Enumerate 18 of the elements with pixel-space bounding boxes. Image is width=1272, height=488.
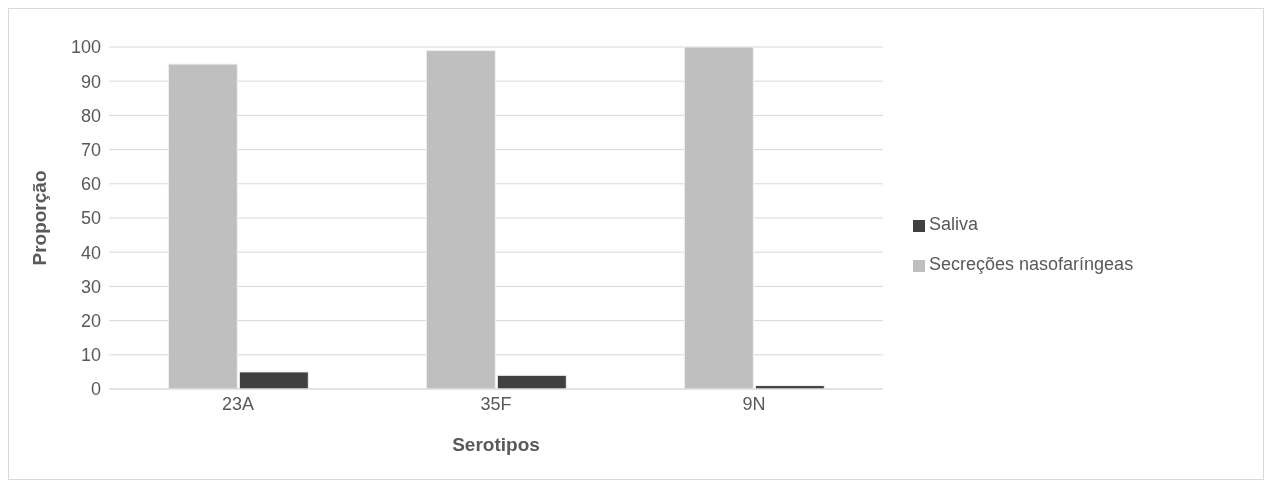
legend-label: Secreções nasofaríngeas xyxy=(929,254,1134,274)
y-tick-label: 80 xyxy=(80,105,101,126)
y-axis-title: Proporção xyxy=(28,170,50,266)
legend-label: Saliva xyxy=(929,214,979,234)
x-axis-title: Serotipos xyxy=(452,434,540,455)
y-tick-label: 30 xyxy=(80,276,101,297)
x-tick-label: 35F xyxy=(480,393,512,414)
y-tick-label: 20 xyxy=(80,310,101,331)
y-tick-label: 60 xyxy=(80,174,101,195)
y-tick-label: 70 xyxy=(80,139,101,160)
y-tick-label: 100 xyxy=(70,37,101,58)
y-tick-label: 50 xyxy=(80,208,101,229)
y-tick-label: 40 xyxy=(80,242,101,263)
x-tick-label: 23A xyxy=(221,393,255,414)
y-tick-label: 0 xyxy=(90,379,101,400)
y-tick-label: 10 xyxy=(80,345,101,366)
y-tick-label: 90 xyxy=(80,71,101,92)
x-tick-label: 9N xyxy=(742,393,766,414)
